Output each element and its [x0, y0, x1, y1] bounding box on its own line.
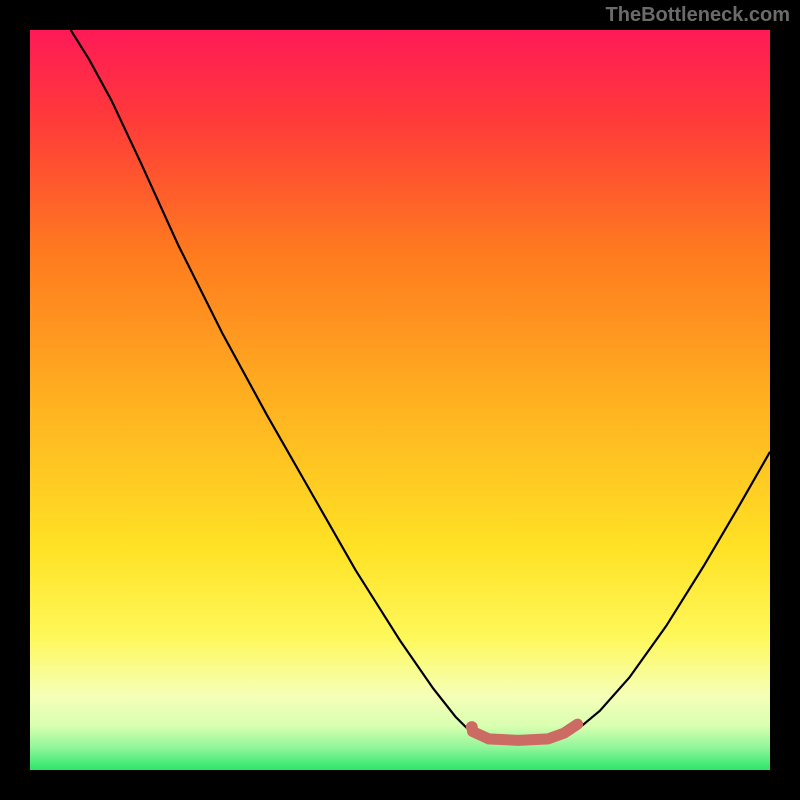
- highlight-dot: [466, 721, 478, 733]
- watermark-text: TheBottleneck.com: [606, 4, 790, 27]
- plot-area: [30, 30, 770, 770]
- plot-background: [30, 30, 770, 770]
- chart-svg: [30, 30, 770, 770]
- chart-frame: TheBottleneck.com: [0, 0, 800, 800]
